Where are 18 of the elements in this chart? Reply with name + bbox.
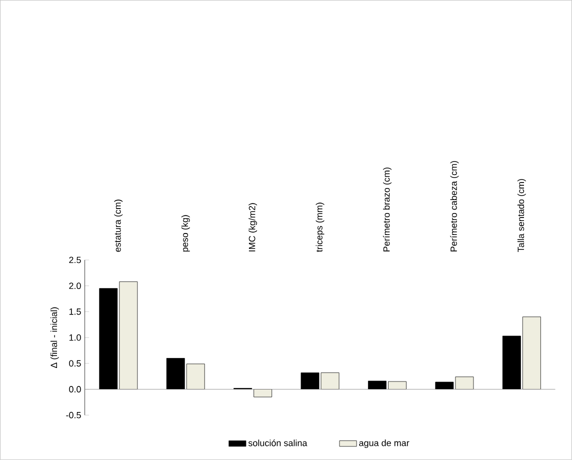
legend-label: agua de mar bbox=[359, 440, 410, 448]
x-tick-label: Perímetro brazo (cm) bbox=[382, 168, 392, 252]
y-tick-label: 1.0 bbox=[69, 334, 81, 341]
x-tick-label: estatura (cm) bbox=[114, 200, 123, 252]
x-tick-label: Perímetro cabeza (cm) bbox=[450, 161, 459, 252]
x-tick-label: triceps (mm) bbox=[316, 202, 324, 252]
y-tick-label: 2.0 bbox=[69, 282, 81, 290]
bar bbox=[254, 389, 272, 398]
x-tick-label: Talla sentado (cm) bbox=[517, 179, 526, 252]
y-tick-label: 1.5 bbox=[69, 308, 81, 315]
y-tick-label: 0.5 bbox=[69, 360, 81, 367]
y-tick-label: 0.0 bbox=[69, 386, 81, 393]
y-axis-title: Δ (final - inicial) bbox=[50, 307, 59, 368]
x-tick-label: peso (kg) bbox=[181, 215, 190, 252]
y-tick-label: -0.5 bbox=[66, 412, 81, 418]
x-tick-label: IMC (kg/m2) bbox=[248, 203, 258, 252]
legend-label: solución salina bbox=[248, 440, 308, 446]
y-tick-label: 2.5 bbox=[69, 256, 81, 264]
